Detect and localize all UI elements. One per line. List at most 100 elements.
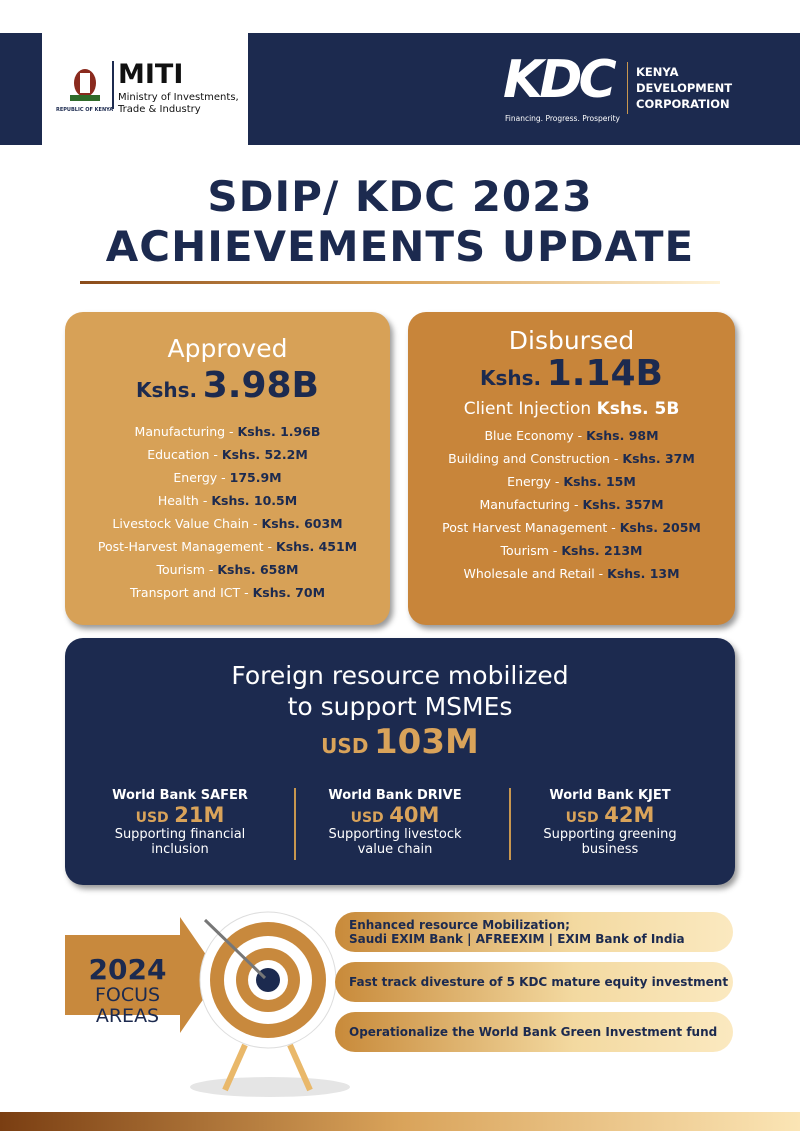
item: Post Harvest Management - Kshs. 205M — [408, 516, 735, 539]
sector: Tourism - — [156, 562, 214, 577]
amount: Kshs. 1.96B — [237, 424, 321, 439]
program-amount: USD 40M — [285, 803, 505, 827]
amount: Kshs. 357M — [582, 497, 664, 512]
list: Blue Economy - Kshs. 98M Building and Con… — [408, 424, 735, 585]
item: Energy - Kshs. 15M — [408, 470, 735, 493]
amount: Kshs. 205M — [619, 520, 701, 535]
item: Livestock Value Chain - Kshs. 603M — [65, 512, 390, 535]
sector: Health - — [157, 493, 208, 508]
amount: 40M — [389, 803, 440, 827]
sector: Livestock Value Chain - — [112, 516, 258, 531]
focus-line: Enhanced resource Mobilization; — [349, 918, 570, 932]
currency: Kshs. — [480, 366, 542, 390]
amount: Kshs. 98M — [586, 428, 659, 443]
amount: Kshs. 13M — [607, 566, 680, 581]
foreign-card: Foreign resource mobilized to support MS… — [65, 638, 735, 885]
kdc-tagline: Financing. Progress. Prosperity — [505, 114, 620, 123]
program-desc: Supporting livestock — [328, 827, 462, 842]
sector: Energy - — [507, 474, 560, 489]
item: Blue Economy - Kshs. 98M — [408, 424, 735, 447]
item: Transport and ICT - Kshs. 70M — [65, 581, 390, 604]
divider — [112, 61, 114, 109]
total: USD 103M — [65, 722, 735, 762]
amount: 103M — [374, 722, 479, 762]
amount: Kshs. 451M — [276, 539, 358, 554]
injection: Client Injection Kshs. 5B — [408, 399, 735, 419]
sector: Building and Construction - — [448, 451, 619, 466]
focus-line: Saudi EXIM Bank | AFREEXIM | EXIM Bank o… — [349, 932, 685, 946]
total: Kshs. 1.14B — [408, 355, 735, 399]
sector: Post Harvest Management - — [442, 520, 616, 535]
sector: Wholesale and Retail - — [463, 566, 604, 581]
item: Manufacturing - Kshs. 357M — [408, 493, 735, 516]
amount: 175.9M — [229, 470, 282, 485]
item: Tourism - Kshs. 213M — [408, 539, 735, 562]
divider — [509, 788, 511, 860]
sector: Manufacturing - — [134, 424, 234, 439]
title-rule — [80, 281, 720, 284]
amount: Kshs. 10.5M — [211, 493, 298, 508]
miti-box: REPUBLIC OF KENYA MITI Ministry of Inves… — [42, 33, 248, 145]
miti-sub: Ministry of Investments, — [118, 92, 239, 103]
program-desc: inclusion — [151, 842, 209, 857]
amount: Kshs. 70M — [252, 585, 326, 600]
program-amount: USD 21M — [70, 803, 290, 827]
focus-item: Fast track divesture of 5 KDC mature equ… — [335, 962, 733, 1002]
item: Energy - 175.9M — [65, 466, 390, 489]
heading-line: Foreign resource mobilized — [231, 661, 569, 690]
republic: REPUBLIC OF KENYA — [56, 107, 114, 113]
program-desc: Supporting financial — [114, 827, 246, 842]
leg — [222, 1043, 248, 1092]
approved-card: Approved Kshs. 3.98B Manufacturing - Ksh… — [65, 312, 390, 625]
item: Post-Harvest Management - Kshs. 451M — [65, 535, 390, 558]
coat-of-arms — [70, 69, 100, 101]
label: AREAS — [95, 1005, 160, 1027]
list: Manufacturing - Kshs. 1.96B Education - K… — [65, 420, 390, 604]
heading: Disbursed — [508, 326, 635, 355]
sector: Manufacturing - — [479, 497, 579, 512]
kdc-name: KENYA DEVELOPMENT CORPORATION — [636, 64, 732, 112]
amount: 3.98B — [202, 365, 319, 406]
item: Building and Construction - Kshs. 37M — [408, 447, 735, 470]
kdc-name-line: DEVELOPMENT — [636, 81, 733, 95]
amount: Kshs. 213M — [561, 543, 643, 558]
focus-item: Enhanced resource Mobilization; Saudi EXI… — [335, 912, 733, 952]
focus-graphic — [65, 911, 350, 1097]
program-name: World Bank KJET — [549, 788, 671, 803]
focus-label: 2024 FOCUS AREAS — [70, 955, 185, 1027]
total: Kshs. 3.98B — [65, 365, 390, 406]
sector: Blue Economy - — [484, 428, 583, 443]
label: FOCUS — [94, 984, 161, 1006]
program-amount: USD 42M — [500, 803, 720, 827]
currency: USD — [135, 810, 169, 826]
program-desc: Supporting greening — [543, 827, 677, 842]
injection-amount: Kshs. 5B — [596, 399, 680, 419]
sector: Tourism - — [500, 543, 558, 558]
amount: 42M — [604, 803, 655, 827]
dart — [203, 918, 267, 980]
divider — [627, 62, 628, 114]
amount: Kshs. 15M — [563, 474, 636, 489]
divider — [294, 788, 296, 860]
program-desc: value chain — [357, 842, 433, 857]
amount: 1.14B — [546, 353, 663, 394]
sector: Energy - — [173, 470, 226, 485]
program-name: World Bank DRIVE — [328, 788, 462, 803]
heading-line: to support MSMEs — [287, 692, 513, 721]
currency: USD — [350, 810, 384, 826]
currency: USD — [321, 734, 369, 758]
footer-band — [0, 1112, 800, 1131]
heading: Approved — [167, 334, 288, 363]
leg — [287, 1043, 313, 1092]
miti-title: MITI — [118, 59, 184, 90]
amount: Kshs. 603M — [261, 516, 343, 531]
miti-sub: Trade & Industry — [118, 104, 201, 115]
year: 2024 — [88, 953, 167, 986]
item: Education - Kshs. 52.2M — [65, 443, 390, 466]
focus-line: Fast track divesture of 5 KDC mature equ… — [349, 975, 729, 989]
kdc-logo: KDC — [503, 50, 617, 110]
sector: Education - — [147, 447, 218, 462]
sector: Post-Harvest Management - — [97, 539, 273, 554]
item: Manufacturing - Kshs. 1.96B — [65, 420, 390, 443]
